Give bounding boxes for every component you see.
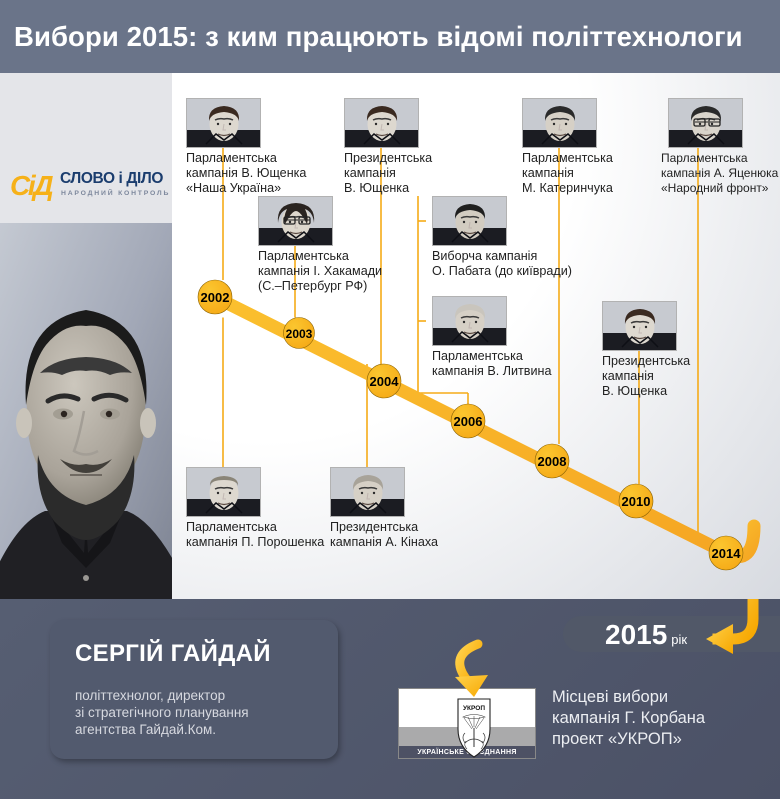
svg-text:2008: 2008 bbox=[538, 454, 567, 469]
svg-text:2004: 2004 bbox=[370, 374, 400, 389]
svg-text:2002: 2002 bbox=[201, 290, 230, 305]
svg-text:2003: 2003 bbox=[286, 327, 313, 341]
svg-text:2010: 2010 bbox=[622, 494, 651, 509]
svg-text:2014: 2014 bbox=[712, 546, 742, 561]
svg-text:2006: 2006 bbox=[454, 414, 483, 429]
